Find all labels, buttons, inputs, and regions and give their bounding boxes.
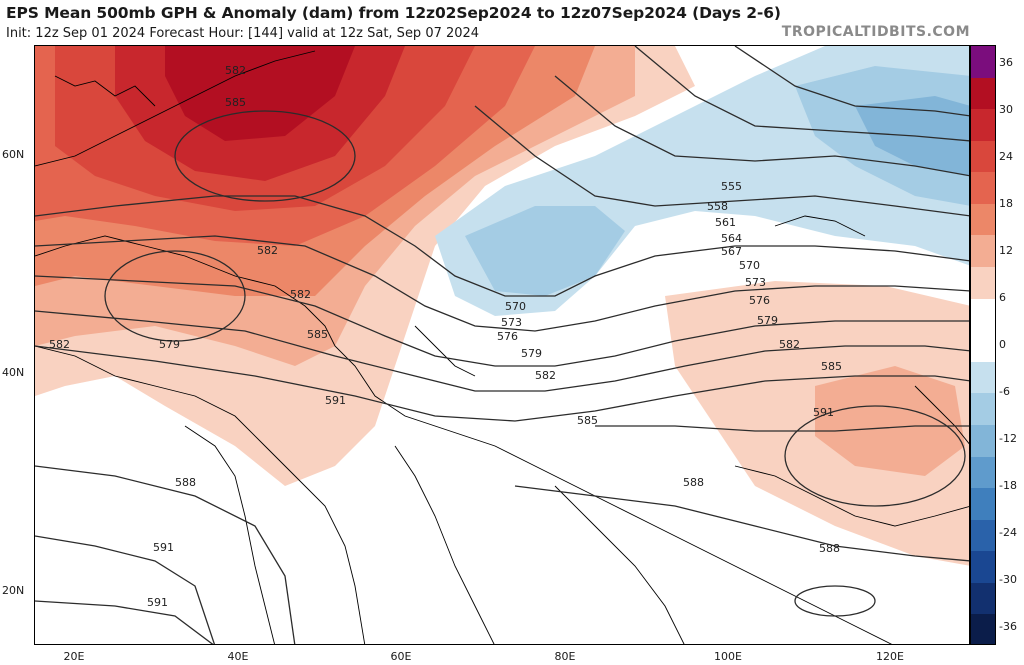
contour-label: 579 <box>159 338 180 351</box>
contour-label: 579 <box>521 347 542 360</box>
map-title: EPS Mean 500mb GPH & Anomaly (dam) from … <box>6 4 781 22</box>
anomaly-neg-12 <box>465 206 625 296</box>
contour-label: 570 <box>739 259 760 272</box>
contour-label: 591 <box>325 394 346 407</box>
contour-label: 561 <box>715 216 736 229</box>
contour-label: 558 <box>707 200 728 213</box>
contour-labels: 582 585 582 582 579 582 585 591 588 591 … <box>49 64 842 609</box>
lat-label-40n: 40N <box>2 366 25 379</box>
colorbar-label: 0 <box>999 338 1006 351</box>
contour-label: 585 <box>225 96 246 109</box>
contour-label: 582 <box>49 338 70 351</box>
colorbar-segment <box>971 424 995 458</box>
colorbar-label: 6 <box>999 291 1006 304</box>
contour-label: 576 <box>749 294 770 307</box>
contour-label: 573 <box>745 276 766 289</box>
contour-label: 582 <box>779 338 800 351</box>
anomaly-east-asia-12 <box>815 366 965 476</box>
anomaly-pos-42 <box>165 46 355 141</box>
lon-label-100e: 100E <box>714 650 742 663</box>
contour-label: 591 <box>147 596 168 609</box>
colorbar-label: -6 <box>999 385 1010 398</box>
lon-label-40e: 40E <box>227 650 249 663</box>
contour-label: 576 <box>497 330 518 343</box>
colorbar-segment <box>971 109 995 142</box>
colorbar-label: 12 <box>999 244 1013 257</box>
coastlines <box>35 50 969 644</box>
contour-label: 582 <box>290 288 311 301</box>
lon-label-80e: 80E <box>554 650 576 663</box>
anomaly-map: 582 585 582 582 579 582 585 591 588 591 … <box>34 45 970 645</box>
colorbar-label: 24 <box>999 150 1013 163</box>
colorbar-segment <box>971 172 995 205</box>
colorbar-segment <box>971 456 995 489</box>
colorbar-label: -36 <box>999 620 1017 633</box>
colorbar-label: 36 <box>999 56 1013 69</box>
contour-label: 588 <box>683 476 704 489</box>
contour-label: 564 <box>721 232 742 245</box>
colorbar-label: -18 <box>999 479 1017 492</box>
contour-label: 579 <box>757 314 778 327</box>
colorbar-segment <box>971 140 995 173</box>
colorbar-label: -30 <box>999 573 1017 586</box>
colorbar-segment <box>971 361 995 394</box>
contour-label: 591 <box>153 541 174 554</box>
contour-label: 588 <box>175 476 196 489</box>
colorbar-label: 30 <box>999 103 1013 116</box>
map-canvas: 582 585 582 582 579 582 585 591 588 591 … <box>35 46 969 644</box>
lon-label-20e: 20E <box>63 650 85 663</box>
contour-label: 567 <box>721 245 742 258</box>
contour-label: 585 <box>821 360 842 373</box>
contour-label: 582 <box>535 369 556 382</box>
contour-label: 570 <box>505 300 526 313</box>
colorbar-segment <box>971 46 995 79</box>
brand-watermark: TROPICALTIDBITS.COM <box>781 24 970 40</box>
contour-label: 588 <box>819 542 840 555</box>
colorbar-segment <box>971 298 995 331</box>
colorbar-segment <box>971 267 995 300</box>
contour-label: 573 <box>501 316 522 329</box>
colorbar-label: -12 <box>999 432 1017 445</box>
lat-label-20n: 20N <box>2 584 25 597</box>
colorbar-segment <box>971 551 995 584</box>
lon-label-60e: 60E <box>390 650 412 663</box>
colorbar-label: 18 <box>999 197 1013 210</box>
contour-label: 555 <box>721 180 742 193</box>
lat-label-60n: 60N <box>2 148 25 161</box>
lon-label-120e: 120E <box>876 650 904 663</box>
gph-contours <box>35 46 969 644</box>
contour-label: 585 <box>307 328 328 341</box>
colorbar-segment <box>971 330 995 363</box>
contour-label: 585 <box>577 414 598 427</box>
map-subtitle: Init: 12z Sep 01 2024 Forecast Hour: [14… <box>6 26 480 41</box>
colorbar-segment <box>971 582 995 615</box>
colorbar-segment <box>971 235 995 268</box>
colorbar-segment <box>971 614 995 644</box>
colorbar-segment <box>971 77 995 110</box>
colorbar-segment <box>971 488 995 521</box>
colorbar-segment <box>971 203 995 236</box>
colorbar-segment <box>971 519 995 552</box>
contour-label: 582 <box>257 244 278 257</box>
contour-label: 582 <box>225 64 246 77</box>
colorbar-segment <box>971 393 995 426</box>
colorbar-label: -24 <box>999 526 1017 539</box>
anomaly-colorbar <box>970 45 996 645</box>
contour-label: 591 <box>813 406 834 419</box>
